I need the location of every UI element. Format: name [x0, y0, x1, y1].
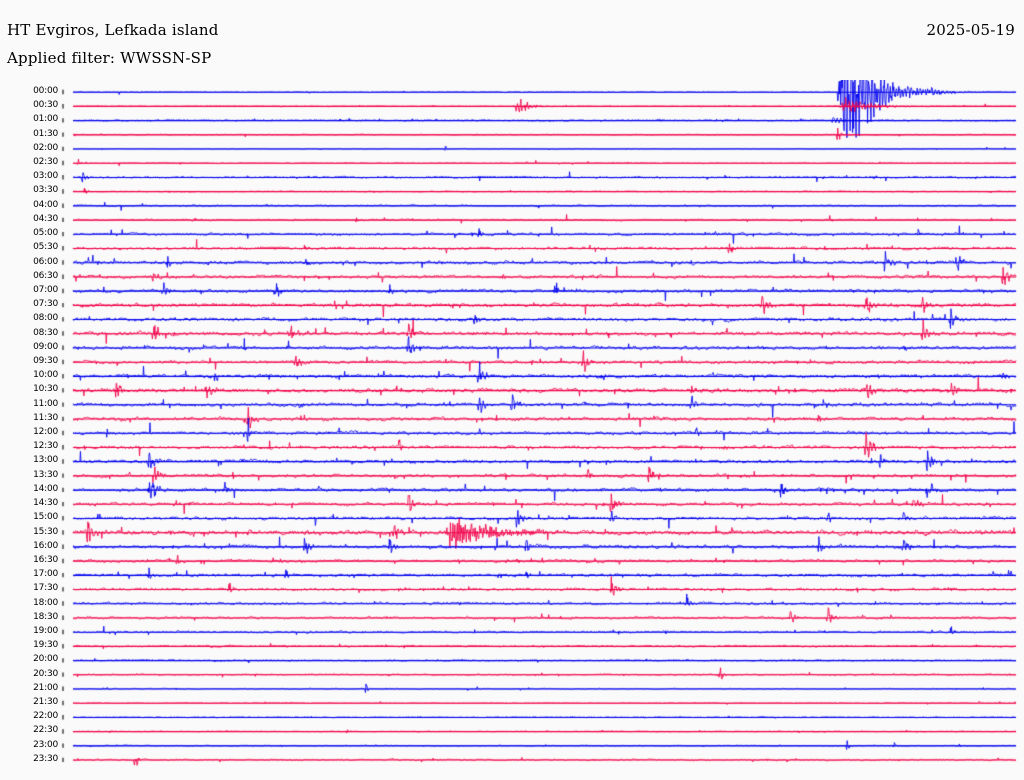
time-label: 20:00: [33, 654, 58, 665]
time-label: 22:30: [33, 725, 58, 736]
time-label: 00:00: [33, 86, 58, 96]
time-label: 18:30: [33, 611, 58, 622]
time-label: 02:30: [33, 157, 58, 168]
time-label: 16:30: [33, 554, 58, 565]
time-label: 16:00: [33, 540, 58, 551]
time-label: 13:00: [33, 455, 58, 466]
time-label: 18:00: [33, 597, 58, 608]
date-label: 2025-05-19: [926, 21, 1015, 39]
time-label: 17:30: [33, 583, 58, 594]
filter-label: Applied filter: WWSSN-SP: [7, 49, 212, 67]
time-label: 01:30: [33, 128, 58, 139]
time-label: 00:30: [33, 100, 58, 111]
time-label: 05:30: [33, 242, 58, 253]
time-label: 21:00: [33, 682, 58, 693]
time-label: 01:00: [33, 114, 58, 125]
seismogram-plot: 00:00 00:30 01:00 01:30 02:00 02:30 03:00 03:30…: [0, 80, 1024, 780]
time-label: 05:00: [33, 228, 58, 239]
time-label: 23:00: [33, 739, 58, 750]
time-label: 12:00: [33, 427, 58, 438]
time-label: 20:30: [33, 668, 58, 679]
time-label: 11:00: [33, 398, 58, 409]
time-label: 14:00: [33, 483, 58, 494]
time-label: 06:30: [33, 270, 58, 281]
time-label: 04:00: [33, 199, 58, 210]
time-label: 22:00: [33, 711, 58, 722]
time-label: 15:00: [33, 512, 58, 523]
time-label: 08:30: [33, 327, 58, 338]
time-label: 07:30: [33, 299, 58, 310]
time-label: 21:30: [33, 697, 58, 708]
time-label: 14:30: [33, 498, 58, 509]
time-label: 07:00: [33, 284, 58, 295]
time-label: 12:30: [33, 441, 58, 452]
time-label: 17:00: [33, 569, 58, 580]
time-label: 04:30: [33, 213, 58, 224]
time-label: 02:00: [33, 142, 58, 153]
trace-canvas: [0, 80, 1024, 780]
time-label: 19:30: [33, 640, 58, 651]
time-label: 09:30: [33, 355, 58, 366]
time-label: 11:30: [33, 412, 58, 423]
time-label: 09:00: [33, 341, 58, 352]
time-label: 19:00: [33, 625, 58, 636]
time-label: 08:00: [33, 313, 58, 324]
time-label: 06:00: [33, 256, 58, 267]
time-label: 03:30: [33, 185, 58, 196]
time-label: 03:00: [33, 171, 58, 182]
time-axis: 00:00 00:30 01:00 01:30 02:00 02:30 03:00 03:30…: [0, 80, 60, 780]
time-label: 10:30: [33, 384, 58, 395]
page-title: HT Evgiros, Lefkada island: [7, 21, 219, 39]
time-label: 13:30: [33, 469, 58, 480]
time-label: 15:30: [33, 526, 58, 537]
time-label: 10:00: [33, 370, 58, 381]
time-label: 23:30: [33, 753, 58, 764]
